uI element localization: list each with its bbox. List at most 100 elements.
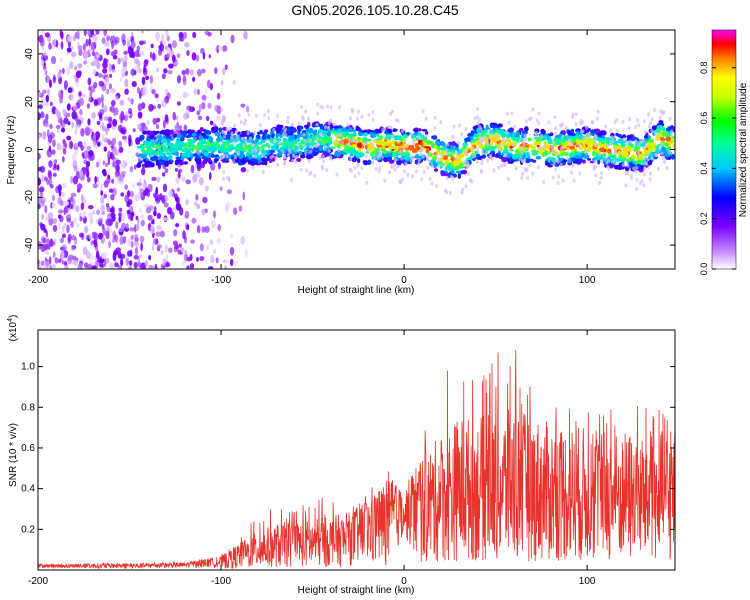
heatmap-halo-cell bbox=[507, 147, 511, 152]
heatmap-halo-cell bbox=[562, 145, 566, 150]
heatmap-halo-cell bbox=[574, 122, 578, 127]
heatmap-noise-cell bbox=[147, 214, 153, 221]
heatmap-ridge-cell bbox=[564, 152, 569, 157]
heatmap-halo-cell bbox=[476, 147, 480, 152]
heatmap-noise-cell bbox=[198, 177, 204, 186]
heatmap-noise-cell bbox=[164, 114, 169, 123]
heatmap-ridge-cell bbox=[269, 150, 274, 154]
heatmap-halo-cell bbox=[341, 140, 345, 145]
heatmap-halo-cell bbox=[446, 142, 450, 147]
heatmap-halo-cell bbox=[263, 113, 267, 118]
heatmap-noise-cell bbox=[107, 156, 111, 166]
heatmap-halo-cell bbox=[466, 163, 470, 168]
heatmap-ridge-cell bbox=[159, 161, 164, 165]
heatmap-ridge-cell bbox=[216, 147, 221, 151]
heatmap-noise-cell bbox=[163, 68, 168, 74]
heatmap-ridge-cell bbox=[485, 124, 489, 130]
heatmap-halo-cell bbox=[497, 165, 501, 170]
heatmap-noise-cell bbox=[53, 163, 57, 169]
heatmap-ridge-cell bbox=[661, 126, 666, 132]
heatmap-noise-cell bbox=[87, 118, 91, 126]
heatmap-halo-cell bbox=[258, 148, 262, 153]
snr-x-tick-label: -100 bbox=[211, 576, 231, 587]
heatmap-ridge-cell bbox=[433, 144, 438, 149]
heatmap-noise-cell bbox=[182, 91, 188, 99]
heatmap-halo-cell bbox=[419, 152, 423, 157]
heatmap-halo-cell bbox=[315, 136, 319, 141]
heatmap-noise-cell bbox=[164, 244, 168, 253]
heatmap-halo-cell bbox=[445, 175, 449, 180]
heatmap-halo-cell bbox=[551, 175, 555, 180]
heatmap-noise-cell bbox=[192, 76, 196, 82]
heatmap-halo-cell bbox=[531, 107, 535, 112]
heatmap-noise-cell bbox=[78, 91, 82, 97]
heatmap-halo-cell bbox=[417, 158, 421, 162]
heatmap-ridge-cell bbox=[507, 128, 513, 133]
heatmap-noise-cell bbox=[105, 162, 108, 168]
heatmap-halo-cell bbox=[593, 138, 596, 143]
heatmap-halo-cell bbox=[578, 171, 582, 176]
heatmap-noise-cell bbox=[201, 226, 206, 233]
heatmap-ridge-cell bbox=[453, 146, 460, 151]
heatmap-ridge-cell bbox=[309, 130, 314, 134]
heatmap-noise-cell bbox=[45, 113, 49, 121]
heatmap-noise-cell bbox=[71, 198, 75, 206]
heatmap-noise-cell bbox=[48, 178, 53, 187]
heatmap-halo-cell bbox=[304, 109, 308, 114]
heatmap-noise-cell bbox=[46, 148, 52, 158]
heatmap-noise-cell bbox=[136, 87, 141, 94]
heatmap-halo-cell bbox=[572, 178, 576, 183]
heatmap-ridge-cell bbox=[404, 151, 409, 155]
heatmap-halo-cell bbox=[663, 159, 667, 164]
heatmap-ridge-cell bbox=[228, 146, 235, 151]
heatmap-halo-cell bbox=[505, 112, 509, 116]
heatmap-ridge-cell bbox=[549, 132, 554, 137]
snr-y-ticks: 0.2 0.4 0.6 0.8 1.0 bbox=[21, 362, 675, 535]
heatmap-noise-cell bbox=[186, 256, 192, 262]
heatmap-noise-cell bbox=[146, 30, 149, 33]
heatmap-ridge-cell bbox=[329, 131, 335, 134]
heatmap-ridge-cell bbox=[211, 126, 215, 132]
heatmap-noise-cell bbox=[166, 254, 169, 261]
heatmap-noise-cell bbox=[224, 64, 228, 70]
heatmap-noise-cell bbox=[156, 176, 161, 183]
heatmap-ridge-cell bbox=[384, 136, 389, 140]
heatmap-halo-cell bbox=[414, 169, 418, 174]
heatmap-halo-cell bbox=[372, 156, 376, 161]
heatmap-ridge-cell bbox=[497, 152, 501, 156]
heatmap-ridge-cell bbox=[393, 135, 399, 139]
heatmap-ridge-cell bbox=[155, 162, 160, 166]
heatmap-noise-cell bbox=[192, 174, 198, 183]
heatmap-noise-cell bbox=[80, 202, 85, 210]
heatmap-ridge-cell bbox=[602, 134, 605, 139]
heatmap-noise-cell bbox=[112, 161, 116, 168]
heatmap-ridge-cell bbox=[626, 134, 632, 139]
heatmap-halo-cell bbox=[421, 154, 425, 159]
heatmap-ridge-cell bbox=[490, 150, 496, 155]
heatmap-noise-cell bbox=[99, 124, 103, 130]
heatmap-ridge-cell bbox=[287, 143, 293, 147]
heatmap-noise-cell bbox=[129, 227, 135, 232]
heatmap-halo-cell bbox=[524, 133, 528, 138]
heatmap-noise-cell bbox=[161, 99, 167, 108]
heatmap-halo-cell bbox=[634, 139, 638, 144]
heatmap-noise-cell bbox=[120, 110, 125, 120]
heatmap-halo-cell bbox=[567, 138, 571, 143]
heatmap-halo-cell bbox=[641, 138, 645, 143]
heatmap-ridge-cell bbox=[184, 148, 188, 154]
heatmap-ridge-cell bbox=[356, 142, 363, 148]
heatmap-noise-cell bbox=[173, 193, 178, 200]
heatmap-ridge-cell bbox=[166, 152, 171, 156]
heatmap-noise-cell bbox=[77, 141, 83, 148]
heatmap-halo-cell bbox=[654, 152, 657, 157]
heatmap-noise-cell bbox=[199, 256, 205, 261]
heatmap-halo-cell bbox=[629, 173, 633, 178]
heatmap-ridge-cell bbox=[286, 126, 291, 130]
heatmap-noise-cell bbox=[75, 170, 81, 180]
heatmap-ridge-cell bbox=[344, 149, 350, 154]
heatmap-noise-cell bbox=[84, 226, 89, 234]
heatmap-halo-cell bbox=[464, 184, 468, 189]
heatmap-halo-cell bbox=[642, 119, 646, 124]
heatmap-halo-cell bbox=[547, 120, 551, 125]
heatmap-halo-cell bbox=[410, 155, 414, 160]
